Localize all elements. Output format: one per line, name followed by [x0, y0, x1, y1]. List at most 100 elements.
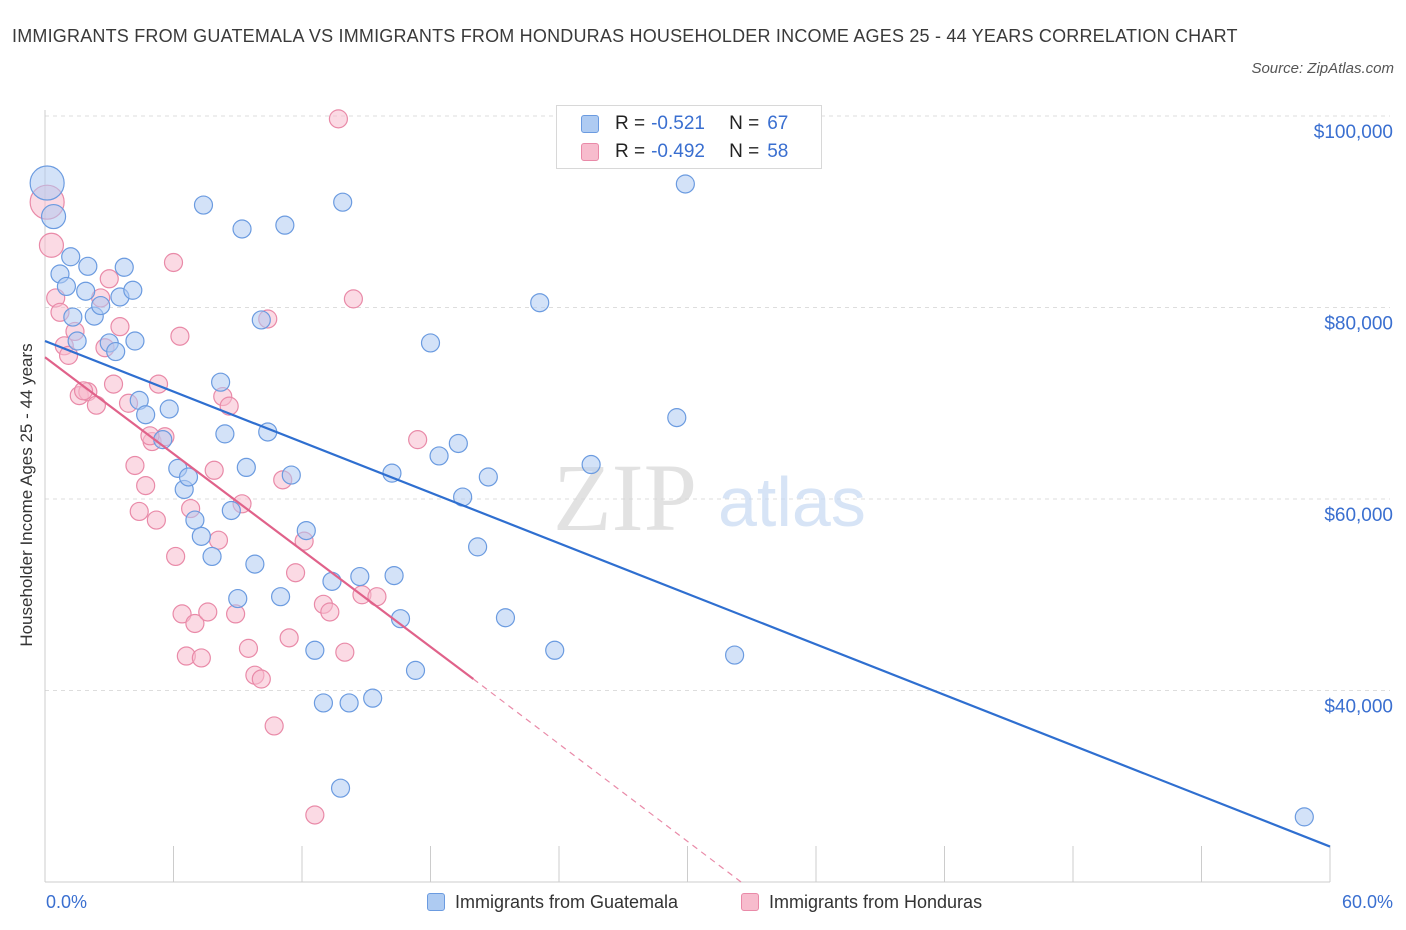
- honduras-point: [198, 602, 218, 622]
- guatemala-point: [159, 399, 179, 419]
- legend-r-label: R =: [615, 141, 646, 162]
- honduras-point: [170, 326, 190, 346]
- series-swatch-guatemala: [427, 893, 445, 911]
- series-name-honduras: Immigrants from Honduras: [769, 891, 983, 912]
- honduras-point: [305, 805, 325, 825]
- x-tick-label-min: 0.0%: [46, 892, 87, 912]
- guatemala-point: [178, 467, 199, 487]
- honduras-point: [86, 395, 107, 415]
- y-tick-label: $80,000: [1324, 314, 1393, 335]
- series-legend-honduras: Immigrants from Honduras: [741, 889, 982, 915]
- guatemala-point: [106, 341, 126, 362]
- source-label: Source: ZipAtlas.com: [1251, 60, 1394, 77]
- guatemala-point: [675, 174, 695, 194]
- honduras-point: [320, 602, 340, 622]
- guatemala-point: [468, 537, 488, 557]
- honduras-point: [335, 642, 355, 662]
- guatemala-point: [363, 688, 383, 708]
- guatemala-point: [67, 331, 87, 351]
- guatemala-point: [725, 645, 745, 665]
- guatemala-point: [545, 640, 565, 660]
- honduras-point: [73, 381, 94, 401]
- honduras-point: [136, 475, 156, 496]
- guatemala-point: [63, 307, 83, 327]
- legend-swatch-honduras: [581, 143, 599, 161]
- honduras-point: [285, 563, 306, 583]
- guatemala-point: [1294, 807, 1314, 827]
- guatemala-point: [211, 372, 231, 392]
- guatemala-point: [221, 500, 241, 521]
- guatemala-point: [232, 219, 252, 239]
- legend-row-guatemala: R = -0.521 N = 67: [581, 111, 788, 137]
- y-tick-label: $60,000: [1324, 505, 1393, 526]
- guatemala-point: [125, 331, 145, 351]
- series-name-guatemala: Immigrants from Guatemala: [455, 891, 679, 912]
- guatemala-point: [215, 424, 235, 444]
- guatemala-trendline: [44, 339, 1331, 848]
- honduras-point: [163, 252, 184, 273]
- guatemala-point: [78, 256, 98, 276]
- guatemala-point: [313, 693, 334, 713]
- guatemala-point: [667, 408, 687, 428]
- gridlines: [45, 115, 1390, 691]
- guatemala-point: [76, 281, 96, 301]
- honduras-point: [279, 628, 299, 648]
- series-swatch-honduras: [741, 893, 759, 911]
- guatemala-point: [56, 276, 77, 297]
- stats-legend: R = -0.521 N = 67 R = -0.492 N = 58: [556, 105, 822, 169]
- guatemala-point: [185, 510, 205, 530]
- honduras-point: [110, 317, 130, 337]
- honduras-point: [204, 460, 224, 480]
- honduras-trendline: [44, 356, 474, 680]
- guatemala-point: [384, 565, 404, 586]
- guatemala-point: [202, 546, 222, 567]
- guatemala-point: [136, 405, 156, 425]
- y-tick-label: $100,000: [1314, 122, 1393, 143]
- legend-swatch-guatemala: [581, 115, 599, 133]
- guatemala-point: [296, 520, 316, 541]
- guatemala-point: [114, 257, 134, 277]
- honduras-point: [238, 638, 259, 658]
- honduras-point: [328, 109, 349, 129]
- honduras-point: [185, 613, 205, 634]
- guatemala-point: [429, 446, 449, 466]
- guatemala-points: [29, 165, 1314, 827]
- guatemala-point: [251, 310, 271, 330]
- series-legend-guatemala: Immigrants from Guatemala: [427, 889, 678, 915]
- watermark-atlas: atlas: [718, 463, 866, 541]
- guatemala-point: [193, 195, 214, 215]
- guatemala-point: [123, 280, 143, 300]
- tick-labels: $40,000 $60,000 $80,000 $100,000 0.0% 60.0%: [46, 122, 1393, 912]
- guatemala-point: [91, 295, 111, 316]
- honduras-point: [129, 501, 149, 522]
- honduras-point: [264, 716, 284, 736]
- guatemala-point: [339, 693, 359, 713]
- honduras-point: [251, 669, 271, 689]
- honduras-point: [166, 546, 186, 567]
- guatemala-point: [245, 554, 265, 574]
- honduras-point: [343, 289, 363, 309]
- guatemala-point: [530, 293, 550, 313]
- honduras-point: [408, 430, 428, 450]
- legend-n-value: 67: [767, 113, 789, 134]
- guatemala-point: [191, 526, 211, 546]
- guatemala-point: [275, 215, 295, 235]
- legend-row-honduras: R = -0.492 N = 58: [581, 139, 788, 165]
- guatemala-point: [350, 566, 370, 587]
- guatemala-point: [228, 588, 248, 609]
- guatemala-point: [330, 778, 351, 798]
- guatemala-point: [478, 467, 498, 487]
- legend-r-value: -0.521: [651, 113, 705, 134]
- honduras-point: [38, 232, 65, 258]
- guatemala-point: [305, 640, 325, 660]
- legend-n-label: N =: [729, 141, 760, 162]
- guatemala-point: [405, 660, 426, 680]
- honduras-trendline-extension: [472, 678, 742, 883]
- honduras-point: [99, 269, 119, 289]
- honduras-point: [146, 510, 166, 530]
- legend-n-value: 58: [767, 141, 789, 162]
- guatemala-point: [281, 465, 301, 485]
- legend-r-value: -0.492: [651, 141, 705, 162]
- guatemala-point: [448, 433, 468, 454]
